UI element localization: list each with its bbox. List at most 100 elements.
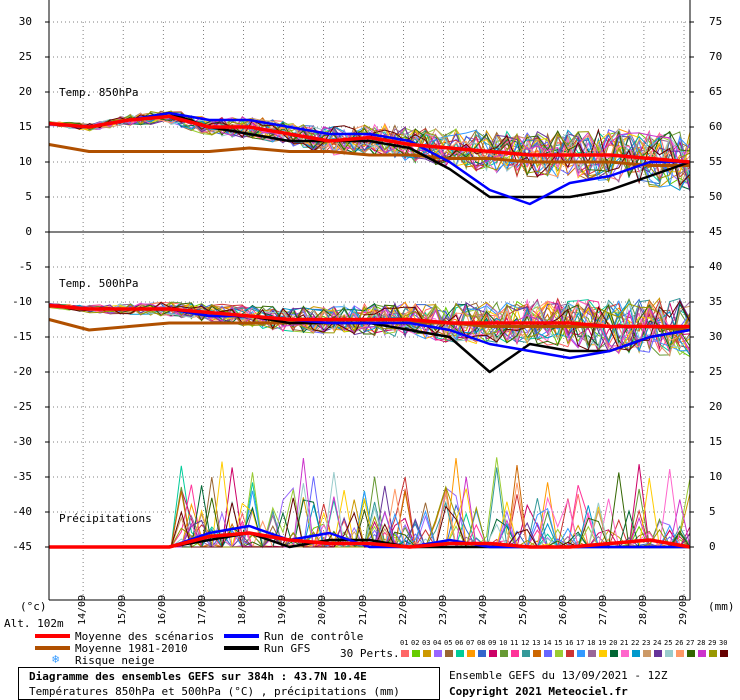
left-tick-label: 15 xyxy=(18,120,32,133)
ensemble-date: Ensemble GEFS du 13/09/2021 - 12Z xyxy=(449,669,668,682)
pert-number: 25 xyxy=(664,639,673,647)
pert-number: 14 xyxy=(543,639,552,647)
x-date-label: 21/09 xyxy=(357,594,369,625)
precip-panel-label: Précipitations xyxy=(59,512,152,525)
pert-number: 17 xyxy=(576,639,585,647)
left-tick-label: -5 xyxy=(18,260,32,273)
t850-panel-label: Temp. 850hPa xyxy=(59,86,139,99)
left-tick-label: 25 xyxy=(18,50,32,63)
control-line-panel1 xyxy=(48,111,690,206)
pert-number: 21 xyxy=(620,639,629,647)
legend-mean-swatch xyxy=(35,634,70,638)
left-tick-label: -15 xyxy=(12,330,32,343)
climatology-line-panel1 xyxy=(48,143,690,167)
pert-number: 07 xyxy=(466,639,475,647)
x-date-label: 26/09 xyxy=(557,594,569,625)
pert-number: 01 xyxy=(400,639,409,647)
pert-swatch xyxy=(445,650,453,657)
pert-swatch xyxy=(643,650,651,657)
legend-gfs-swatch xyxy=(224,646,259,650)
x-date-label: 16/09 xyxy=(157,594,169,625)
pert-number: 28 xyxy=(697,639,706,647)
right-unit: (mm) xyxy=(708,600,735,613)
pert-number: 30 xyxy=(719,639,728,647)
pert-number: 16 xyxy=(565,639,574,647)
right-tick-label: 75 xyxy=(709,15,723,28)
x-date-label: 28/09 xyxy=(637,594,649,625)
right-tick-label: 10 xyxy=(709,470,723,483)
pert-number: 03 xyxy=(422,639,431,647)
pert-swatch xyxy=(588,650,596,657)
legend-snow-label: Risque neige xyxy=(75,654,155,667)
footer-title: Diagramme des ensembles GEFS sur 384h : … xyxy=(29,670,367,683)
pert-number: 24 xyxy=(653,639,662,647)
pert-swatch xyxy=(412,650,420,657)
pert-swatch xyxy=(610,650,618,657)
legend-climatology-label: Moyenne 1981-2010 xyxy=(75,642,188,655)
pert-swatch xyxy=(709,650,717,657)
x-date-label: 19/09 xyxy=(277,594,289,625)
x-date-label: 24/09 xyxy=(477,594,489,625)
right-tick-label: 20 xyxy=(709,400,723,413)
left-tick-label: -30 xyxy=(12,435,32,448)
pert-number: 18 xyxy=(587,639,596,647)
right-tick-label: 35 xyxy=(709,295,723,308)
left-tick-label: 5 xyxy=(25,190,32,203)
right-tick-label: 45 xyxy=(709,225,723,238)
x-date-label: 15/09 xyxy=(117,594,129,625)
mean-line-panel2 xyxy=(48,303,690,329)
pert-line-500 xyxy=(48,300,691,356)
pert-swatch xyxy=(522,650,530,657)
pert-swatch xyxy=(665,650,673,657)
pert-number: 23 xyxy=(642,639,651,647)
pert-number: 06 xyxy=(455,639,464,647)
left-tick-label: 0 xyxy=(25,225,32,238)
mean-line-panel3 xyxy=(49,531,691,549)
left-tick-label: -35 xyxy=(12,470,32,483)
left-tick-label: 30 xyxy=(18,15,32,28)
pert-swatch xyxy=(698,650,706,657)
pert-line-850 xyxy=(48,112,691,180)
pert-swatch xyxy=(467,650,475,657)
pert-swatch xyxy=(676,650,684,657)
left-tick-label: -20 xyxy=(12,365,32,378)
pert-number: 22 xyxy=(631,639,640,647)
pert-swatch xyxy=(544,650,552,657)
pert-swatch xyxy=(566,650,574,657)
pert-line-850 xyxy=(48,113,691,179)
x-date-label: 27/09 xyxy=(597,594,609,625)
legend-climatology-swatch xyxy=(35,646,70,650)
left-tick-label: 20 xyxy=(18,85,32,98)
pert-swatch xyxy=(511,650,519,657)
legend-mean-label: Moyenne des scénarios xyxy=(75,630,215,643)
pert-swatch xyxy=(533,650,541,657)
right-tick-label: 50 xyxy=(709,190,723,203)
mean-line-panel1 xyxy=(48,114,691,164)
pert-number: 19 xyxy=(598,639,607,647)
pert-swatch xyxy=(687,650,695,657)
right-tick-label: 40 xyxy=(709,260,723,273)
pert-number: 10 xyxy=(499,639,508,647)
pert-swatch xyxy=(599,650,607,657)
copyright: Copyright 2021 Meteociel.fr xyxy=(449,685,628,698)
x-date-label: 17/09 xyxy=(197,594,209,625)
info-box: Diagramme des ensembles GEFS sur 384h : … xyxy=(18,667,440,700)
pert-swatch xyxy=(555,650,563,657)
right-tick-label: 60 xyxy=(709,120,723,133)
pert-swatch xyxy=(423,650,431,657)
left-tick-label: -10 xyxy=(12,295,32,308)
pert-swatch xyxy=(577,650,585,657)
right-tick-label: 25 xyxy=(709,365,723,378)
pert-number: 20 xyxy=(609,639,618,647)
pert-swatch xyxy=(434,650,442,657)
pert-number: 26 xyxy=(675,639,684,647)
main-series-lines xyxy=(48,111,691,549)
left-tick-label: 10 xyxy=(18,155,32,168)
plot-frame xyxy=(45,0,694,601)
left-tick-label: -45 xyxy=(12,540,32,553)
legend-gfs-label: Run GFS xyxy=(264,642,311,655)
pert-line-500 xyxy=(48,300,691,351)
right-tick-label: 5 xyxy=(709,505,716,518)
pert-number: 13 xyxy=(532,639,541,647)
